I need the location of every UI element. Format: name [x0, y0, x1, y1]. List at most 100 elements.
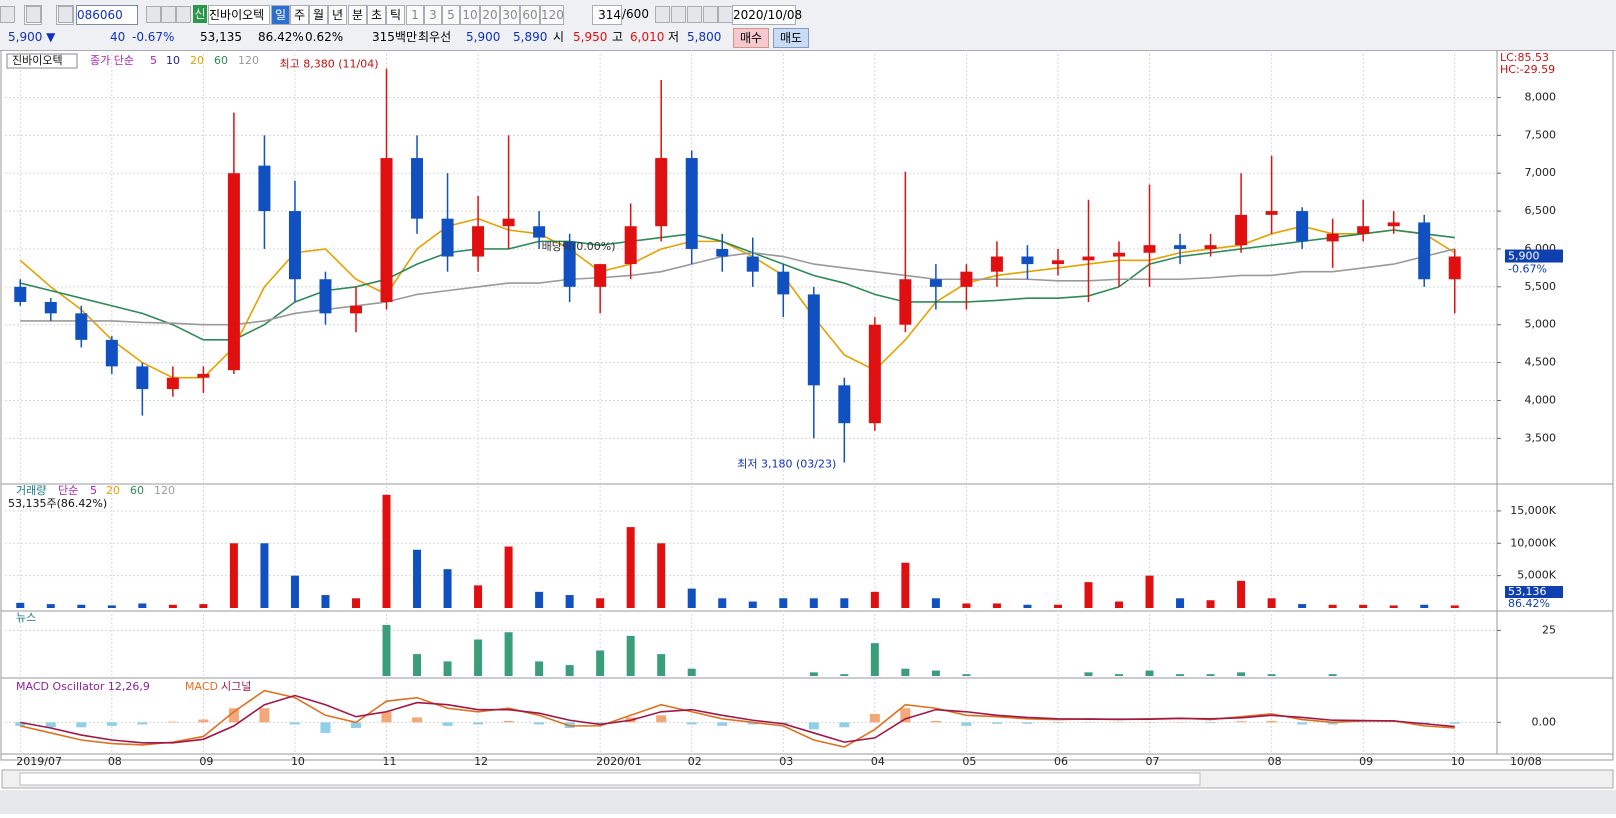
toolbar-icon[interactable] — [176, 6, 191, 23]
candle-body — [807, 294, 820, 386]
bar — [168, 604, 177, 608]
toolbar-item[interactable]: 틱 — [386, 5, 405, 25]
annotation: 최고 8,380 (11/04) — [279, 58, 378, 71]
toolbar-item: 신 — [193, 5, 207, 23]
toolbar-item[interactable]: 086060 — [76, 5, 138, 25]
candle-body — [258, 165, 271, 212]
x-tick-label: 12 — [474, 755, 488, 768]
y-tick-label: 0.00 — [1532, 715, 1557, 728]
bar — [46, 604, 55, 608]
toolbar-item[interactable]: 년 — [328, 5, 347, 25]
hc-label: HC:-29.59 — [1500, 63, 1555, 76]
candle-body — [380, 158, 393, 302]
y-tick-label: 5,500 — [1525, 280, 1557, 293]
toolbar-icon[interactable] — [161, 6, 176, 23]
toolbar: 주전086060신진바이오텍일주월년분초틱13510203060120314/6… — [0, 0, 1616, 51]
toolbar-icon[interactable] — [0, 6, 15, 23]
candle-body — [655, 158, 668, 227]
y-tick-label: 7,000 — [1525, 166, 1557, 179]
quote-item[interactable]: 매수 — [733, 28, 769, 48]
candle-body — [1265, 211, 1278, 215]
volume-pct: 86.42% — [1508, 597, 1550, 610]
x-tick-label: 02 — [688, 755, 702, 768]
toolbar-item[interactable]: 월 — [309, 5, 328, 25]
bar — [809, 672, 818, 676]
bar — [290, 575, 299, 608]
bar — [1267, 598, 1276, 608]
candle-body — [777, 271, 790, 295]
price-box — [1505, 249, 1563, 263]
toolbar-item[interactable]: 일 — [271, 5, 290, 25]
toolbar-item[interactable]: 2020/10/08 — [732, 5, 802, 25]
oscillator-bar — [656, 715, 667, 723]
oscillator-bar — [1266, 720, 1277, 723]
toolbar-icon[interactable] — [26, 6, 41, 23]
toolbar-icon[interactable] — [146, 6, 161, 23]
toolbar-item[interactable]: 초 — [367, 5, 386, 25]
toolbar-item[interactable]: 주 — [290, 5, 309, 25]
oscillator-bar — [503, 720, 514, 723]
toolbar-item[interactable]: 1 — [406, 5, 424, 25]
x-tick-label: 08 — [1268, 755, 1282, 768]
toolbar-item[interactable]: 30 — [500, 5, 520, 25]
toolbar-icon[interactable] — [718, 6, 733, 23]
y-tick-label: 4,500 — [1525, 356, 1557, 369]
toolbar-item[interactable]: 진바이오텍 — [208, 5, 270, 25]
volume-box — [1505, 586, 1563, 598]
bar — [962, 674, 971, 676]
toolbar-icon[interactable] — [671, 6, 686, 23]
chart: 2019/07 08 09 10 11 12 2020/01 02 03 04 05 06 07 08 09… — [0, 50, 1616, 814]
quote-item: 315백만 — [372, 30, 417, 44]
bar — [901, 562, 910, 608]
x-tick-label: 10 — [1451, 755, 1465, 768]
toolbar-item[interactable]: 분 — [348, 5, 367, 25]
bar — [1359, 604, 1368, 608]
toolbar-item[interactable]: 10 — [460, 5, 480, 25]
bar — [1237, 672, 1246, 676]
legend-label: 단순 — [58, 484, 78, 497]
toolbar-item[interactable]: 5 — [442, 5, 460, 25]
legend-entry: 60 — [130, 484, 144, 497]
y-tick-label: 6,500 — [1525, 204, 1557, 217]
quote-item[interactable]: 매도 — [773, 28, 809, 48]
candle-body — [563, 241, 576, 287]
x-tick-label: 09 — [1359, 755, 1373, 768]
toolbar-item[interactable]: 120 — [540, 5, 564, 25]
candle-body — [166, 377, 179, 390]
bar — [1267, 674, 1276, 676]
toolbar-item[interactable]: 20 — [480, 5, 500, 25]
toolbar-icon[interactable] — [687, 6, 702, 23]
bottom-strip — [0, 790, 1616, 814]
candle-body — [349, 305, 362, 314]
legend-entry: MACD — [185, 680, 218, 693]
oscillator-bar — [320, 722, 331, 733]
bar — [413, 654, 422, 676]
candle-body — [929, 279, 942, 287]
candle-body — [716, 248, 729, 257]
oscillator-bar — [747, 722, 758, 725]
toolbar-icon[interactable] — [703, 6, 718, 23]
oscillator-bar — [839, 722, 850, 728]
bar — [870, 643, 879, 676]
quote-item: 5,900 — [466, 30, 501, 44]
toolbar-item[interactable]: 60 — [520, 5, 540, 25]
toolbar-item[interactable]: 314 — [592, 5, 622, 25]
oscillator-bar — [1327, 722, 1338, 725]
bar — [840, 674, 849, 676]
candle-body — [868, 324, 881, 424]
quote-item: 53,135 — [200, 30, 242, 44]
bar — [535, 591, 544, 608]
legend-entry: 5 — [90, 484, 97, 497]
bar — [565, 595, 574, 608]
y-tick-label: 25 — [1542, 623, 1556, 636]
toolbar-icon[interactable] — [655, 6, 670, 23]
bar — [504, 632, 513, 676]
bar — [77, 604, 86, 608]
bar — [931, 670, 940, 676]
bar — [260, 543, 269, 608]
toolbar-item[interactable]: 3 — [424, 5, 442, 25]
bar — [1084, 582, 1093, 608]
toolbar-icon[interactable] — [58, 6, 73, 23]
bar — [1206, 600, 1215, 608]
legend-entry: 120 — [154, 484, 175, 497]
